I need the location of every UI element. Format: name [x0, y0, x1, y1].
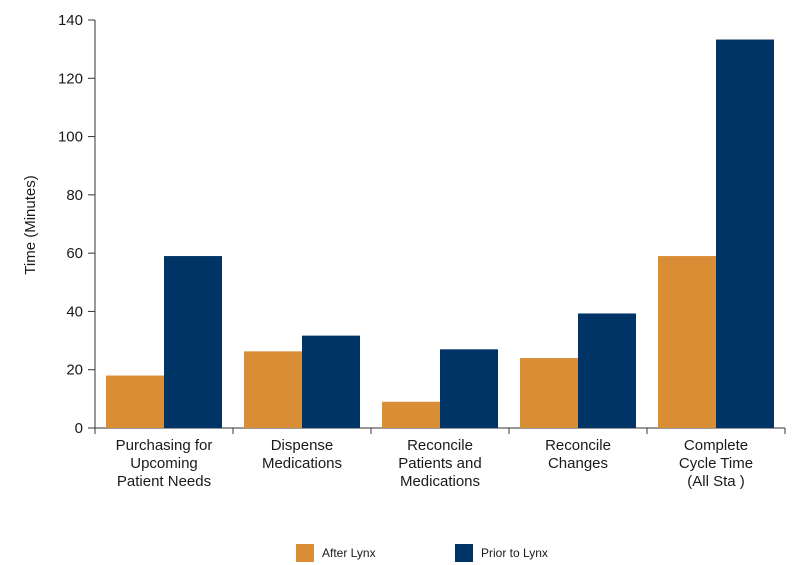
- x-category-label: Reconcile Changes: [545, 437, 611, 472]
- y-tick-label: 140: [58, 12, 83, 29]
- y-tick-label: 60: [66, 245, 83, 262]
- x-axis-ticks: Purchasing for Upcoming Patient Needs Dispe…: [94, 428, 786, 490]
- bar-prior-to-lynx: [716, 39, 774, 428]
- x-category-label: Dispense Medications: [262, 437, 342, 472]
- y-axis-title: Time (Minutes): [22, 175, 39, 274]
- legend-label: Prior to Lynx: [481, 546, 548, 560]
- legend-swatch: [296, 544, 314, 562]
- bar-prior-to-lynx: [578, 313, 636, 428]
- y-tick-label: 20: [66, 362, 83, 379]
- y-tick-label: 100: [58, 129, 83, 146]
- y-tick-label: 80: [66, 187, 83, 204]
- x-category-label: Complete Cycle Time (All Sta ): [679, 437, 753, 490]
- bar-after-lynx: [520, 358, 578, 428]
- bar-after-lynx: [244, 351, 302, 428]
- bars: [106, 39, 774, 428]
- bar-prior-to-lynx: [302, 335, 360, 428]
- bar-prior-to-lynx: [440, 349, 498, 428]
- x-axis: Purchasing for Upcoming Patient Needs Dispe…: [94, 427, 786, 490]
- bar-after-lynx: [658, 256, 716, 428]
- legend: After Lynx Prior to Lynx: [296, 544, 548, 562]
- y-axis: 0 20 40 60 80 100 120 140: [58, 12, 96, 437]
- bar-after-lynx: [382, 401, 440, 428]
- legend-label: After Lynx: [322, 546, 376, 560]
- bar-after-lynx: [106, 375, 164, 428]
- y-axis-ticks: 0 20 40 60 80 100 120 140: [58, 12, 95, 437]
- legend-swatch: [455, 544, 473, 562]
- x-category-label: Reconcile Patients and Medications: [398, 437, 481, 490]
- bar-prior-to-lynx: [164, 256, 222, 428]
- x-category-label: Purchasing for Upcoming Patient Needs: [116, 437, 213, 490]
- y-tick-label: 40: [66, 303, 83, 320]
- y-tick-label: 120: [58, 70, 83, 87]
- y-tick-label: 0: [75, 420, 83, 437]
